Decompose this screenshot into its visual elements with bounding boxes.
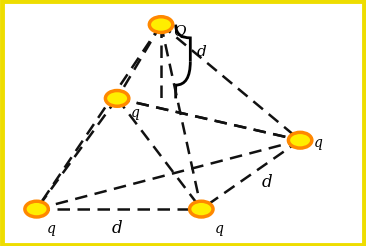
Text: d: d	[262, 173, 273, 191]
Text: Q: Q	[173, 25, 186, 39]
Text: q: q	[314, 136, 323, 150]
Circle shape	[288, 132, 312, 148]
Circle shape	[105, 91, 129, 106]
Text: q: q	[131, 106, 140, 120]
Text: q: q	[215, 222, 224, 236]
Circle shape	[190, 201, 213, 217]
Circle shape	[25, 201, 48, 217]
Text: d: d	[112, 220, 123, 237]
Circle shape	[149, 17, 173, 32]
Text: d: d	[197, 45, 206, 59]
Text: q: q	[47, 222, 56, 236]
